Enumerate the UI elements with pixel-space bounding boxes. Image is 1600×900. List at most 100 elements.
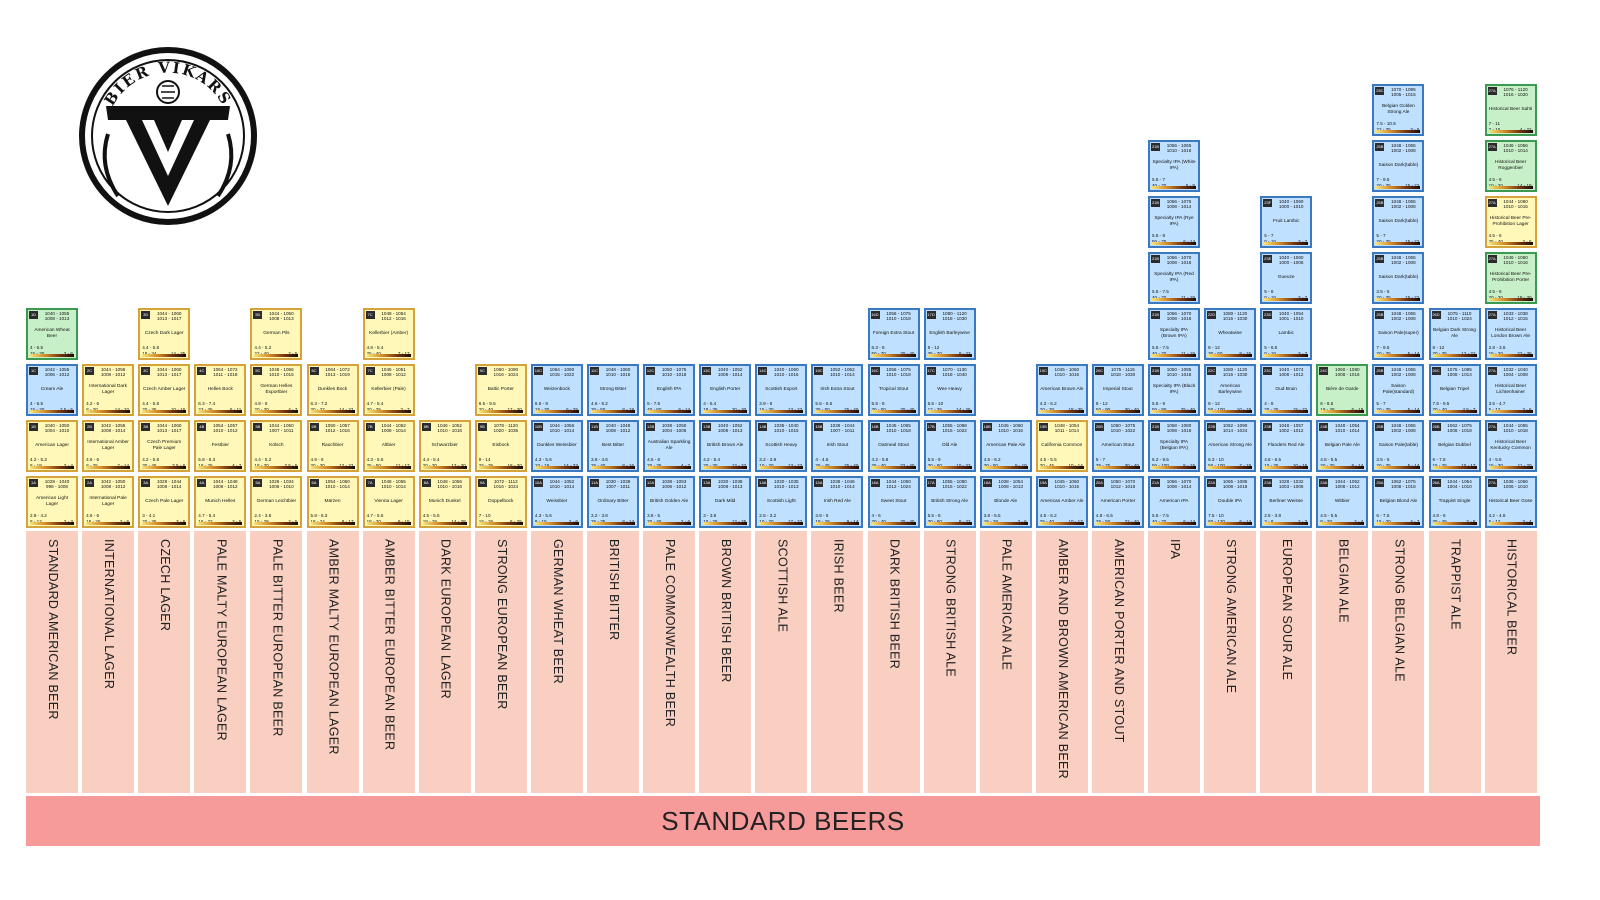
beer-style-tile[interactable]: 19A 1045 - 1060 1010 - 1015 American Amber … xyxy=(1035,476,1088,528)
beer-style-tile[interactable]: 13A 1030 - 1038 1008 - 1013 Dark Mild 3 - 3.… xyxy=(699,476,752,528)
beer-style-tile[interactable]: 24B 1048 - 1054 1010 - 1014 Belgian Pale Al… xyxy=(1316,420,1369,472)
beer-style-tile[interactable]: 26D 1075 - 1110 1010 - 1024 Belgian Dark St… xyxy=(1428,308,1481,360)
beer-style-tile[interactable]: 25B 1048 - 1065 1002 - 1008 Saison Pale(sup… xyxy=(1372,308,1425,360)
beer-style-tile[interactable]: 1C 1042 - 1055 1006 - 1012 Cream Ale 4 - 5.5… xyxy=(26,364,78,416)
beer-style-tile[interactable]: 2A 1042 - 1050 1008 - 1012 International Pa… xyxy=(82,476,135,528)
beer-style-tile[interactable]: 6C 1064 - 1072 1013 - 1019 Dunkles Bock 6.3 … xyxy=(306,364,359,416)
beer-style-tile[interactable]: 25A 1062 - 1075 1008 - 1018 Belgian Blond A… xyxy=(1372,476,1425,528)
beer-style-tile[interactable]: 9C 1060 - 1090 1016 - 1024 Baltic Porter 6.5… xyxy=(474,364,527,416)
beer-style-tile[interactable]: 26B 1062 - 1075 1008 - 1018 Belgian Dubbel 6… xyxy=(1428,420,1481,472)
beer-style-tile[interactable]: 13C 1040 - 1052 1008 - 1014 English Porter 4… xyxy=(699,364,752,416)
beer-style-tile[interactable]: 5A 1026 - 1034 1006 - 1010 German Leichtbie… xyxy=(250,476,303,528)
beer-style-tile[interactable]: 25C 1070 - 1095 1005 - 1015 Belgian Golden … xyxy=(1372,84,1425,136)
beer-style-tile[interactable]: 4C 1064 - 1072 1011 - 1018 Helles Bock 6.3 -… xyxy=(194,364,247,416)
beer-style-tile[interactable]: 11B 1040 - 1048 1008 - 1012 Best Bitter 3.8 … xyxy=(587,420,639,472)
beer-style-tile[interactable]: 2B 1042 - 1055 1008 - 1014 International Am… xyxy=(82,420,135,472)
beer-style-tile[interactable]: 18B 1045 - 1060 1010 - 1015 American Pale A… xyxy=(979,420,1032,472)
beer-style-tile[interactable]: 7C 1048 - 1054 1012 - 1016 Kellerbier (Ambe… xyxy=(362,308,415,360)
beer-style-tile[interactable]: 7B 1044 - 1052 1008 - 1014 Altbier 4.3 - 5.5… xyxy=(362,420,415,472)
beer-style-tile[interactable]: 25B 1048 - 1065 1002 - 1008 Saison Dark(tab… xyxy=(1372,140,1425,192)
beer-style-tile[interactable]: 16B 1045 - 1065 1010 - 1018 Oatmeal Stout 4.… xyxy=(867,420,920,472)
beer-style-tile[interactable]: 14B 1035 - 1040 1010 - 1015 Scottish Heavy 3… xyxy=(755,420,808,472)
beer-style-tile[interactable]: 21B 1056 - 1065 1010 - 1016 Specialty IPA (… xyxy=(1148,140,1200,192)
beer-style-tile[interactable]: 18A 1038 - 1054 1008 - 1013 Blonde Ale 3.8 -… xyxy=(979,476,1032,528)
beer-style-tile[interactable]: 3A 1028 - 1044 1008 - 1014 Czech Pale Lager… xyxy=(138,476,191,528)
beer-style-tile[interactable]: 11C 1048 - 1060 1010 - 1016 Strong Bitter 4.… xyxy=(587,364,639,416)
beer-style-tile[interactable]: 15A 1036 - 1046 1010 - 1014 Irish Red Ale 3.… xyxy=(811,476,864,528)
beer-style-tile[interactable]: 21B 1056 - 1070 1008 - 1016 Specialty IPA (… xyxy=(1148,252,1200,304)
beer-style-tile[interactable]: 27A 1046 - 1056 1010 - 1014 Historical Beer… xyxy=(1484,140,1537,192)
beer-style-tile[interactable]: 20A 1050 - 1070 1012 - 1018 American Porter… xyxy=(1091,476,1144,528)
beer-style-tile[interactable]: 23F 1040 - 1060 1000 - 1010 Fruit Lambic 5 -… xyxy=(1260,196,1313,248)
beer-style-tile[interactable]: 21B 1056 - 1070 1008 - 1016 Specialty IPA (… xyxy=(1148,308,1200,360)
beer-style-tile[interactable]: 27A 1076 - 1120 1016 - 1020 Historical Beer… xyxy=(1484,84,1537,136)
beer-style-tile[interactable]: 2C 1044 - 1056 1008 - 1012 International Da… xyxy=(82,364,135,416)
beer-style-tile[interactable]: 7C 1045 - 1051 1008 - 1012 Kellerbier (Pale… xyxy=(362,364,415,416)
beer-style-tile[interactable]: 4A 1044 - 1048 1006 - 1012 Munich Helles 4.7… xyxy=(194,476,247,528)
beer-style-tile[interactable]: 17C 1070 - 1130 1018 - 1040 Wee Heavy 6.5 - … xyxy=(923,364,976,416)
beer-style-tile[interactable]: 14C 1040 - 1060 1010 - 1016 Scottish Export… xyxy=(755,364,808,416)
beer-style-tile[interactable]: 7A 1048 - 1055 1010 - 1014 Vienna Lager 4.7 … xyxy=(362,476,415,528)
beer-style-tile[interactable]: 22C 1080 - 1120 1016 - 1030 American Barley… xyxy=(1204,364,1257,416)
beer-style-tile[interactable]: 27A 1036 - 1056 1006 - 1010 Historical Beer… xyxy=(1484,476,1537,528)
beer-style-tile[interactable]: 11A 1030 - 1039 1007 - 1011 Ordinary Bitter… xyxy=(587,476,639,528)
beer-style-tile[interactable]: 21B 1050 - 1085 1010 - 1018 Specialty IPA (… xyxy=(1148,364,1200,416)
beer-style-tile[interactable]: 12B 1038 - 1050 1004 - 1006 Australian Spar… xyxy=(643,420,696,472)
beer-style-tile[interactable]: 19B 1048 - 1054 1011 - 1014 California Comm… xyxy=(1035,420,1088,472)
beer-style-tile[interactable]: 3D 1044 - 1060 1013 - 1017 Czech Dark Lager… xyxy=(138,308,191,360)
beer-style-tile[interactable]: 22A 1065 - 1085 1008 - 1018 Double IPA 7.5 -… xyxy=(1204,476,1257,528)
beer-style-tile[interactable]: 27A 1032 - 1040 1004 - 1008 Historical Beer… xyxy=(1484,364,1537,416)
beer-style-tile[interactable]: 12C 1050 - 1075 1010 - 1018 English IPA 5 - … xyxy=(643,364,696,416)
beer-style-tile[interactable]: 21B 1056 - 1075 1008 - 1014 Specialty IPA (… xyxy=(1148,196,1200,248)
beer-style-tile[interactable]: 16D 1056 - 1075 1010 - 1018 Foreign Extra S… xyxy=(867,308,920,360)
beer-style-tile[interactable]: 20C 1075 - 1115 1018 - 1030 Imperial Stout 8… xyxy=(1091,364,1144,416)
beer-style-tile[interactable]: 10C 1064 - 1090 1015 - 1022 Weizenbock 6.5 -… xyxy=(530,364,583,416)
beer-style-tile[interactable]: 15B 1036 - 1044 1007 - 1011 Irish Stout 4 - … xyxy=(811,420,864,472)
beer-style-tile[interactable]: 25B 1048 - 1065 1002 - 1008 Saison Dark(tab… xyxy=(1372,252,1425,304)
beer-style-tile[interactable]: 8B 1046 - 1052 1010 - 1016 Schwarzbier 4.4 -… xyxy=(418,420,471,472)
beer-style-tile[interactable]: 21A 1056 - 1070 1008 - 1014 American IPA 5.5… xyxy=(1148,476,1200,528)
beer-style-tile[interactable]: 3B 1044 - 1060 1013 - 1017 Czech Premium Pa… xyxy=(138,420,191,472)
beer-style-tile[interactable]: 27A 1044 - 1055 1010 - 1018 Historical Beer… xyxy=(1484,420,1537,472)
beer-style-tile[interactable]: 1A 1028 - 1040 998 - 1008 American Light La… xyxy=(26,476,78,528)
beer-style-tile[interactable]: 10A 1044 - 1052 1010 - 1014 Weissbier 4.3 - … xyxy=(530,476,583,528)
beer-style-tile[interactable]: 6B 1050 - 1057 1012 - 1016 Rauchbier 4.8 - 6… xyxy=(306,420,359,472)
beer-style-tile[interactable]: 5D 1044 - 1050 1008 - 1013 German Pils 4.4 -… xyxy=(250,308,303,360)
beer-style-tile[interactable]: 25B 1048 - 1065 1002 - 1008 Saison Pale(tab… xyxy=(1372,420,1425,472)
beer-style-tile[interactable]: 23A 1028 - 1032 1003 - 1006 Berliner Weisse… xyxy=(1260,476,1313,528)
beer-style-tile[interactable]: 20B 1050 - 1075 1010 - 1022 American Stout 5… xyxy=(1091,420,1144,472)
beer-style-tile[interactable]: 3C 1044 - 1060 1013 - 1017 Czech Amber Lage… xyxy=(138,364,191,416)
beer-style-tile[interactable]: 26A 1044 - 1054 1004 - 1010 Trappist Single… xyxy=(1428,476,1481,528)
beer-style-tile[interactable]: 1B 1040 - 1050 1004 - 1010 American Lager 4.… xyxy=(26,420,78,472)
beer-style-tile[interactable]: 25B 1048 - 1065 1002 - 1008 Saison Dark(tab… xyxy=(1372,196,1425,248)
beer-style-tile[interactable]: 1D 1040 - 1055 1008 - 1013 American Wheat B… xyxy=(26,308,78,360)
beer-style-tile[interactable]: 19C 1045 - 1060 1010 - 1016 American Brown … xyxy=(1035,364,1088,416)
beer-style-tile[interactable]: 23B 1048 - 1057 1002 - 1012 Flanders Red Al… xyxy=(1260,420,1313,472)
beer-style-tile[interactable]: 5C 1048 - 1056 1010 - 1015 German Helles Ex… xyxy=(250,364,303,416)
beer-style-tile[interactable]: 12A 1038 - 1053 1006 - 1012 British Golden … xyxy=(643,476,696,528)
beer-style-tile[interactable]: 17A 1055 - 1080 1015 - 1022 British Strong … xyxy=(923,476,976,528)
beer-style-tile[interactable]: 16C 1056 - 1075 1010 - 1018 Tropical Stout 5… xyxy=(867,364,920,416)
beer-style-tile[interactable]: 27A 1033 - 1038 1012 - 1015 Historical Beer… xyxy=(1484,308,1537,360)
beer-style-tile[interactable]: 22D 1080 - 1120 1016 - 1030 Wheatwine 8 - 12… xyxy=(1204,308,1257,360)
beer-style-tile[interactable]: 26C 1075 - 1085 1008 - 1014 Belgian Tripel 7… xyxy=(1428,364,1481,416)
beer-style-tile[interactable]: 15C 1052 - 1062 1010 - 1014 Irish Extra Sto… xyxy=(811,364,864,416)
beer-style-tile[interactable]: 8A 1048 - 1056 1010 - 1016 Munich Dunkel 4.5… xyxy=(418,476,471,528)
beer-style-tile[interactable]: 22B 1062 - 1090 1014 - 1024 American Strong… xyxy=(1204,420,1257,472)
beer-style-tile[interactable]: 27A 1046 - 1060 1010 - 1016 Historical Beer… xyxy=(1484,252,1537,304)
beer-style-tile[interactable]: 24A 1044 - 1052 1008 - 1012 Witbier 4.5 - 5.… xyxy=(1316,476,1369,528)
beer-style-tile[interactable]: 13B 1040 - 1052 1008 - 1013 British Brown A… xyxy=(699,420,752,472)
beer-style-tile[interactable]: 25B 1048 - 1065 1002 - 1008 Saison Pale(sta… xyxy=(1372,364,1425,416)
beer-style-tile[interactable]: 14A 1030 - 1035 1010 - 1013 Scottish Light 2… xyxy=(755,476,808,528)
beer-style-tile[interactable]: 16A 1044 - 1060 1012 - 1024 Sweet Stout 4 - … xyxy=(867,476,920,528)
beer-style-tile[interactable]: 4B 1054 - 1057 1010 - 1012 Festbier 5.8 - 6.… xyxy=(194,420,247,472)
beer-style-tile[interactable]: 17D 1080 - 1120 1018 - 1030 English Barleyw… xyxy=(923,308,976,360)
beer-style-tile[interactable]: 21B 1058 - 1080 1008 - 1016 Specialty IPA (… xyxy=(1148,420,1200,472)
